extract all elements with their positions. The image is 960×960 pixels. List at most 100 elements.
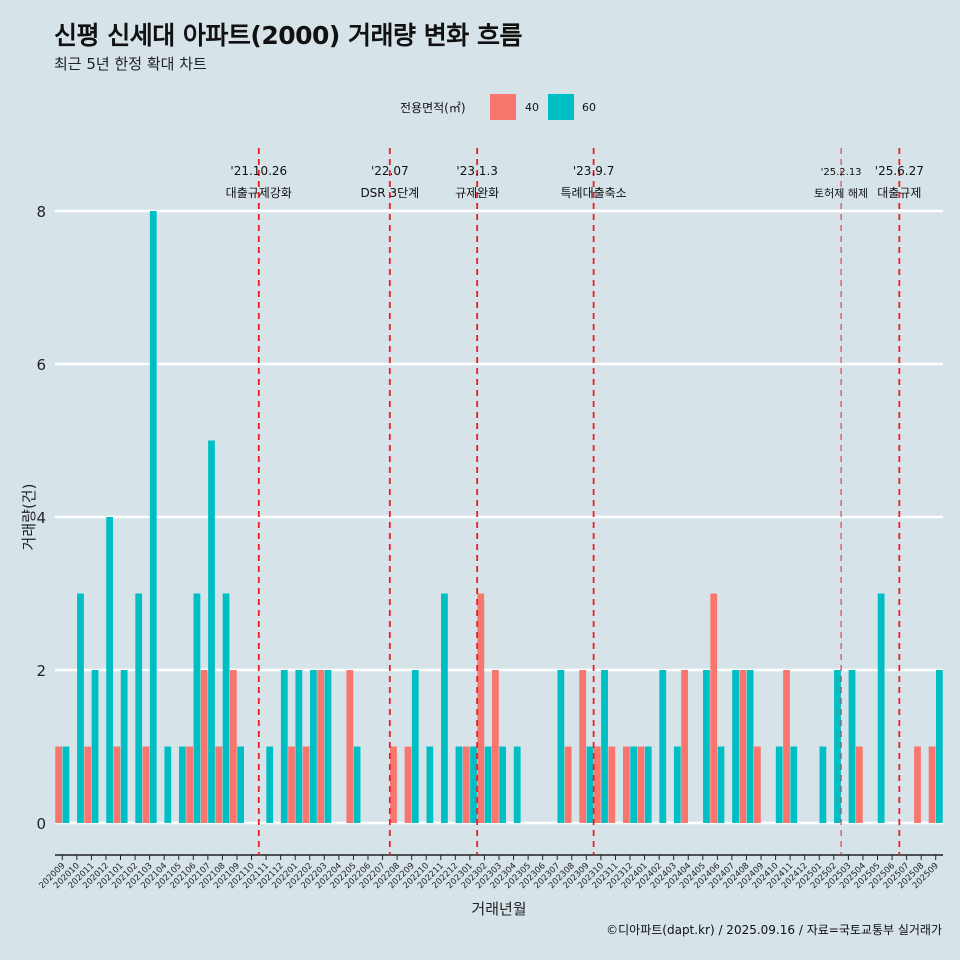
bar-60-202205: [353, 746, 361, 823]
bar-60-202501: [819, 746, 827, 823]
bar-60-202405: [703, 670, 710, 823]
bar-60-202201: [295, 670, 303, 823]
bar-60-202111: [266, 746, 274, 823]
bar-60-202402: [659, 670, 667, 823]
y-tick-label: 2: [36, 662, 46, 680]
event-date-label: '25.6.27: [875, 164, 924, 178]
chart-subtitle: 최근 5년 한정 확대 차트: [54, 55, 207, 73]
source-caption: ©디아파트(dapt.kr) / 2025.09.16 / 자료=국토교통부 실…: [606, 923, 942, 937]
bar-60-202303: [499, 746, 507, 823]
bar-60-202009: [62, 746, 70, 823]
bar-40-202310: [593, 746, 601, 823]
bar-40-202203: [317, 670, 325, 823]
bar-40-202411: [783, 670, 790, 823]
bar-60-202210: [426, 746, 434, 823]
event-date-label: '22.07: [371, 164, 409, 178]
bar-40-202509: [928, 746, 936, 823]
event-name-label: 특례대출축소: [560, 186, 626, 200]
event-name-label: 규제완화: [455, 186, 499, 200]
bar-40-202302: [477, 593, 485, 823]
y-axis-title: 거래량(건): [20, 484, 38, 551]
y-tick-label: 4: [36, 509, 46, 527]
event-date-label: '23.1.3: [456, 164, 497, 178]
bar-40-202201: [288, 746, 295, 823]
event-date-label: '23.9.7: [573, 164, 614, 178]
bar-60-202304: [513, 746, 521, 823]
bar-40-202301: [462, 746, 470, 823]
bar-60-202503: [848, 670, 856, 823]
bar-40-202409: [754, 746, 761, 823]
bar-60-202509: [935, 670, 943, 823]
legend-title: 전용면적(㎡): [400, 101, 466, 115]
event-date-label: '25.2.13: [821, 167, 862, 178]
bar-40-202401: [637, 746, 645, 823]
bar-60-202102: [135, 593, 143, 823]
bar-60-202105: [178, 746, 186, 823]
legend-label-60: 60: [582, 101, 596, 114]
bar-60-202211: [441, 593, 448, 823]
bar-60-202401: [644, 746, 652, 823]
bar-60-202407: [732, 670, 739, 823]
bar-60-202112: [280, 670, 288, 823]
bar-60-202103: [149, 211, 157, 823]
bar-40-202107: [200, 670, 208, 823]
bar-40-202106: [186, 746, 194, 823]
bar-60-202109: [237, 746, 244, 823]
bar-40-202011: [84, 746, 92, 823]
legend-key-40: [490, 94, 516, 120]
y-tick-label: 0: [36, 815, 46, 833]
bar-60-202104: [164, 746, 172, 823]
bar-60-202406: [717, 746, 725, 823]
bar-40-202311: [608, 746, 616, 823]
bar-40-202108: [215, 746, 223, 823]
bar-40-202312: [622, 746, 630, 823]
bar-60-202107: [208, 440, 215, 823]
chart-title: 신평 신세대 아파트(2000) 거래량 변화 흐름: [54, 21, 522, 50]
bar-60-202307: [557, 670, 565, 823]
bar-60-202101: [120, 670, 128, 823]
legend: 전용면적(㎡) 40 60: [0, 94, 960, 120]
bar-40-202109: [229, 670, 237, 823]
bar-60-202302: [484, 746, 492, 823]
event-name-label: 대출규제강화: [226, 186, 292, 200]
y-tick-label: 8: [36, 203, 46, 221]
bar-60-202203: [324, 670, 332, 823]
bar-40-202406: [710, 593, 718, 823]
bar-60-202410: [775, 746, 783, 823]
bar-40-202404: [681, 670, 688, 823]
bar-40-202205: [346, 670, 354, 823]
legend-key-60: [548, 94, 574, 120]
bar-60-202010: [77, 593, 84, 823]
bar-60-202312: [630, 746, 638, 823]
bar-60-202108: [222, 593, 230, 823]
bar-40-202408: [739, 670, 747, 823]
bar-60-202209: [411, 670, 419, 823]
bar-40-202009: [55, 746, 63, 823]
legend-label-40: 40: [525, 101, 539, 114]
bar-60-202411: [790, 746, 798, 823]
y-tick-label: 6: [36, 356, 46, 374]
bar-60-202310: [601, 670, 608, 823]
bar-40-202209: [404, 746, 412, 823]
bar-60-202505: [877, 593, 885, 823]
bar-40-202303: [491, 670, 499, 823]
bar-40-202202: [302, 746, 310, 823]
event-name-label: 대출규제: [877, 186, 921, 200]
event-name-label: DSR 3단계: [360, 186, 419, 200]
bar-60-202202: [310, 670, 317, 823]
bar-60-202309: [586, 746, 594, 823]
x-axis-title: 거래년월: [471, 900, 526, 918]
bar-60-202012: [106, 517, 113, 823]
bar-40-202103: [142, 746, 150, 823]
bar-60-202212: [455, 746, 463, 823]
bar-40-202208: [390, 746, 397, 823]
bar-60-202408: [746, 670, 754, 823]
bar-60-202011: [91, 670, 99, 823]
bar-60-202106: [193, 593, 201, 823]
bar-60-202403: [673, 746, 681, 823]
event-name-label: 토허제 해제: [814, 186, 868, 200]
bar-40-202504: [855, 746, 863, 823]
bar-40-202309: [579, 670, 587, 823]
bar-40-202508: [914, 746, 921, 823]
